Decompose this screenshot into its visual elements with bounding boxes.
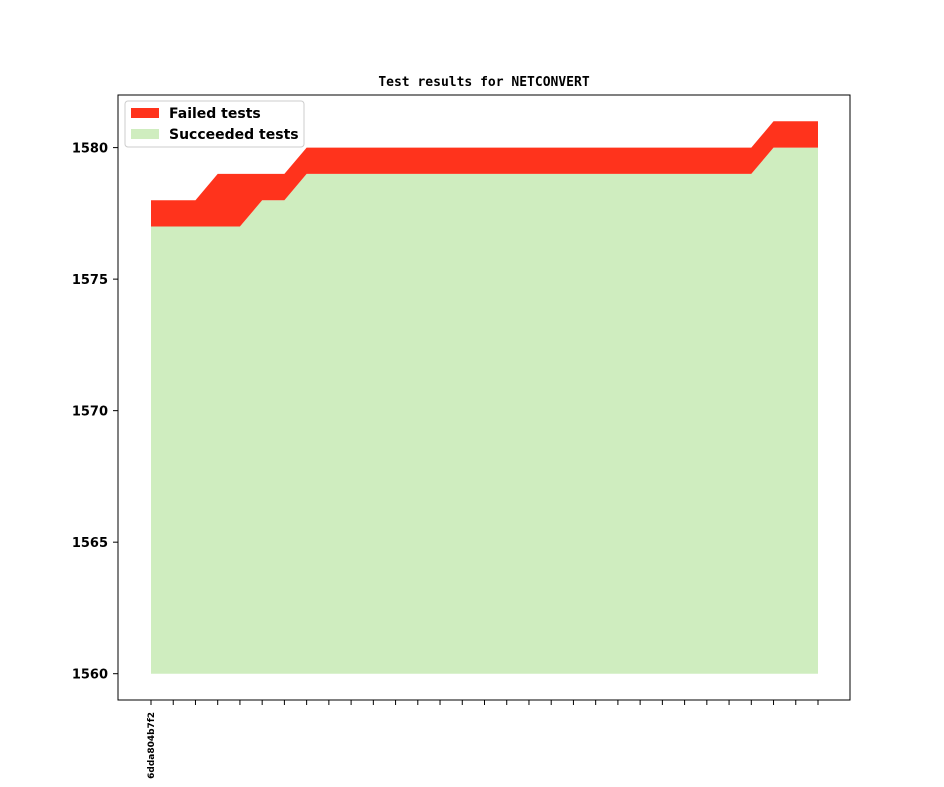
ytick-label: 1570 — [72, 405, 108, 420]
area-failed-tests — [151, 121, 818, 227]
plot-area — [151, 121, 818, 674]
legend-swatch-failed — [131, 108, 159, 118]
area-succeeded-tests — [151, 147, 818, 674]
legend-swatch-succeeded — [131, 129, 159, 139]
legend-label-succeeded: Succeeded tests — [169, 127, 299, 143]
y-axis: 1560 1565 1570 1575 1580 — [72, 142, 118, 683]
ytick-label: 1580 — [72, 142, 108, 157]
ytick-label: 1565 — [72, 536, 108, 551]
chart-title: Test results for NETCONVERT — [378, 75, 589, 90]
legend-label-failed: Failed tests — [169, 106, 261, 122]
ytick-label: 1560 — [72, 668, 108, 683]
legend: Failed tests Succeeded tests — [124, 100, 305, 148]
x-axis: 6dda804b7f2 — [147, 700, 819, 779]
ytick-label: 1575 — [72, 273, 108, 288]
legend-box — [124, 100, 305, 148]
xtick-label: 6dda804b7f2 — [147, 712, 157, 779]
